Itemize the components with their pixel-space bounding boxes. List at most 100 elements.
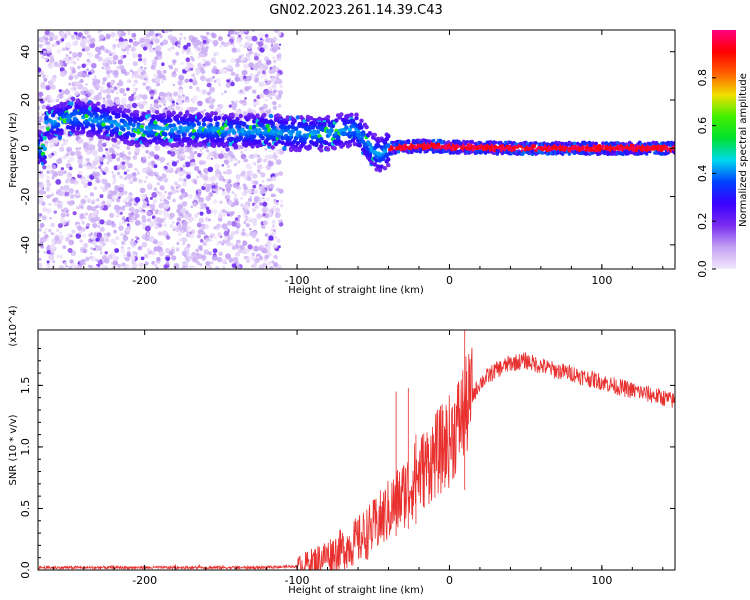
spectrogram-cell [214,163,220,170]
spectrogram-cell [273,198,277,202]
spectrogram-cell [226,213,230,217]
spectrogram-cell [127,162,133,169]
spectrogram-cell [369,160,374,165]
spectrogram-cell [102,107,108,113]
spectrogram-cell [203,65,207,69]
spectrogram-cell [244,218,248,222]
spectrogram-cell [186,225,191,231]
spectrogram-cell [101,49,104,52]
spectrogram-cell [239,44,243,47]
spectrogram-cell [305,133,311,138]
spectrogram-cell [262,220,268,226]
spectrogram-cell [51,76,57,82]
spectrogram-cell [89,113,94,118]
spectrogram-cell [89,255,93,260]
spectrogram-cell [159,157,166,163]
spectrogram-cell [253,189,259,195]
spectrogram-cell [268,113,274,119]
spectrogram-cell [198,217,205,224]
spectrogram-cell [290,129,295,134]
spectrogram-cell [252,184,257,189]
spectrogram-cell [386,157,391,162]
spectrogram-cell [81,72,87,78]
spectrogram-cell [64,179,70,184]
spectrogram-cell [178,238,182,243]
spectrogram-cell [87,106,93,111]
spectrogram-cell [268,235,274,241]
spectrogram-cell [128,180,134,185]
spectrogram-cell [66,146,73,153]
spectrogram-cell [166,162,170,166]
spectrogram-cell [154,109,160,115]
spectrogram-cell [111,103,115,107]
y-tick-label: -20 [19,188,32,206]
spectrogram-cell [93,95,100,101]
spectrogram-cell [42,207,48,213]
spectrogram-cell [272,56,276,60]
spectrogram-cell [206,209,212,215]
spectrogram-cell [451,151,456,155]
spectrogram-cell [226,241,232,247]
spectrogram-cell [248,125,254,130]
spectrogram-cell [59,217,65,223]
spectrogram-cell [69,120,74,125]
spectrogram-cell [116,198,121,203]
spectrogram-cell [72,60,77,65]
spectrogram-cell [192,257,198,263]
spectrogram-cell [46,262,51,267]
spectrogram-cell [223,171,227,175]
spectrogram-cell [76,130,81,135]
spectrogram-cell [108,147,115,153]
spectrogram-cell [114,127,120,132]
spectrogram-cell [220,137,225,142]
spectrogram-cell [275,113,280,118]
spectrogram-cell [171,110,176,116]
spectrogram-cell [238,38,242,41]
spectrogram-cell [90,252,93,255]
spectrogram-cell [98,39,102,42]
spectrogram-cell [264,233,269,237]
spectrogram-cell [63,62,68,67]
spectrogram-cell [162,168,166,171]
spectrogram-cell [102,58,108,64]
spectrogram-cell [206,82,212,88]
spectrogram-cell [94,78,98,82]
spectrogram-cell [183,254,187,258]
spectrogram-cell [252,89,257,94]
spectrogram-cell [44,115,49,121]
spectrogram-cell [188,255,194,260]
spectrogram-cell [196,260,200,265]
spectrogram-cell [190,152,195,158]
spectrogram-cell [120,97,127,104]
spectrogram-cell [259,37,263,41]
spectrogram-cell [215,242,220,246]
spectrogram-cell [263,258,268,263]
spectrogram-cell [54,236,60,242]
spectrogram-cell [155,217,162,223]
spectrogram-cell [113,229,117,234]
spectrogram-cell [359,125,364,130]
spectrogram-cell [160,77,164,81]
spectrogram-cell [183,163,187,167]
spectrogram-cell [132,61,138,67]
spectrogram-cell [53,138,59,144]
spectrogram-cell [161,230,168,237]
spectrogram-cell [591,141,595,145]
spectrogram-cell [116,85,121,89]
spectrogram-cell [118,225,124,231]
spectrogram-cell [272,223,275,226]
spectrogram-cell [163,178,168,183]
spectrogram-cell [144,261,149,266]
spectrogram-cell [116,30,122,36]
spectrogram-cell [116,157,121,162]
spectrogram-cell [68,82,72,86]
spectrogram-cell [261,225,266,230]
spectrogram-cell [277,90,283,96]
spectrogram-cell [228,257,234,263]
spectrogram-cell [255,113,260,118]
spectrogram-cell [532,143,536,148]
spectrogram-cell [266,178,270,182]
spectrogram-cell [113,70,119,76]
spectrogram-cell [151,250,156,255]
spectrogram-cell [107,115,113,120]
